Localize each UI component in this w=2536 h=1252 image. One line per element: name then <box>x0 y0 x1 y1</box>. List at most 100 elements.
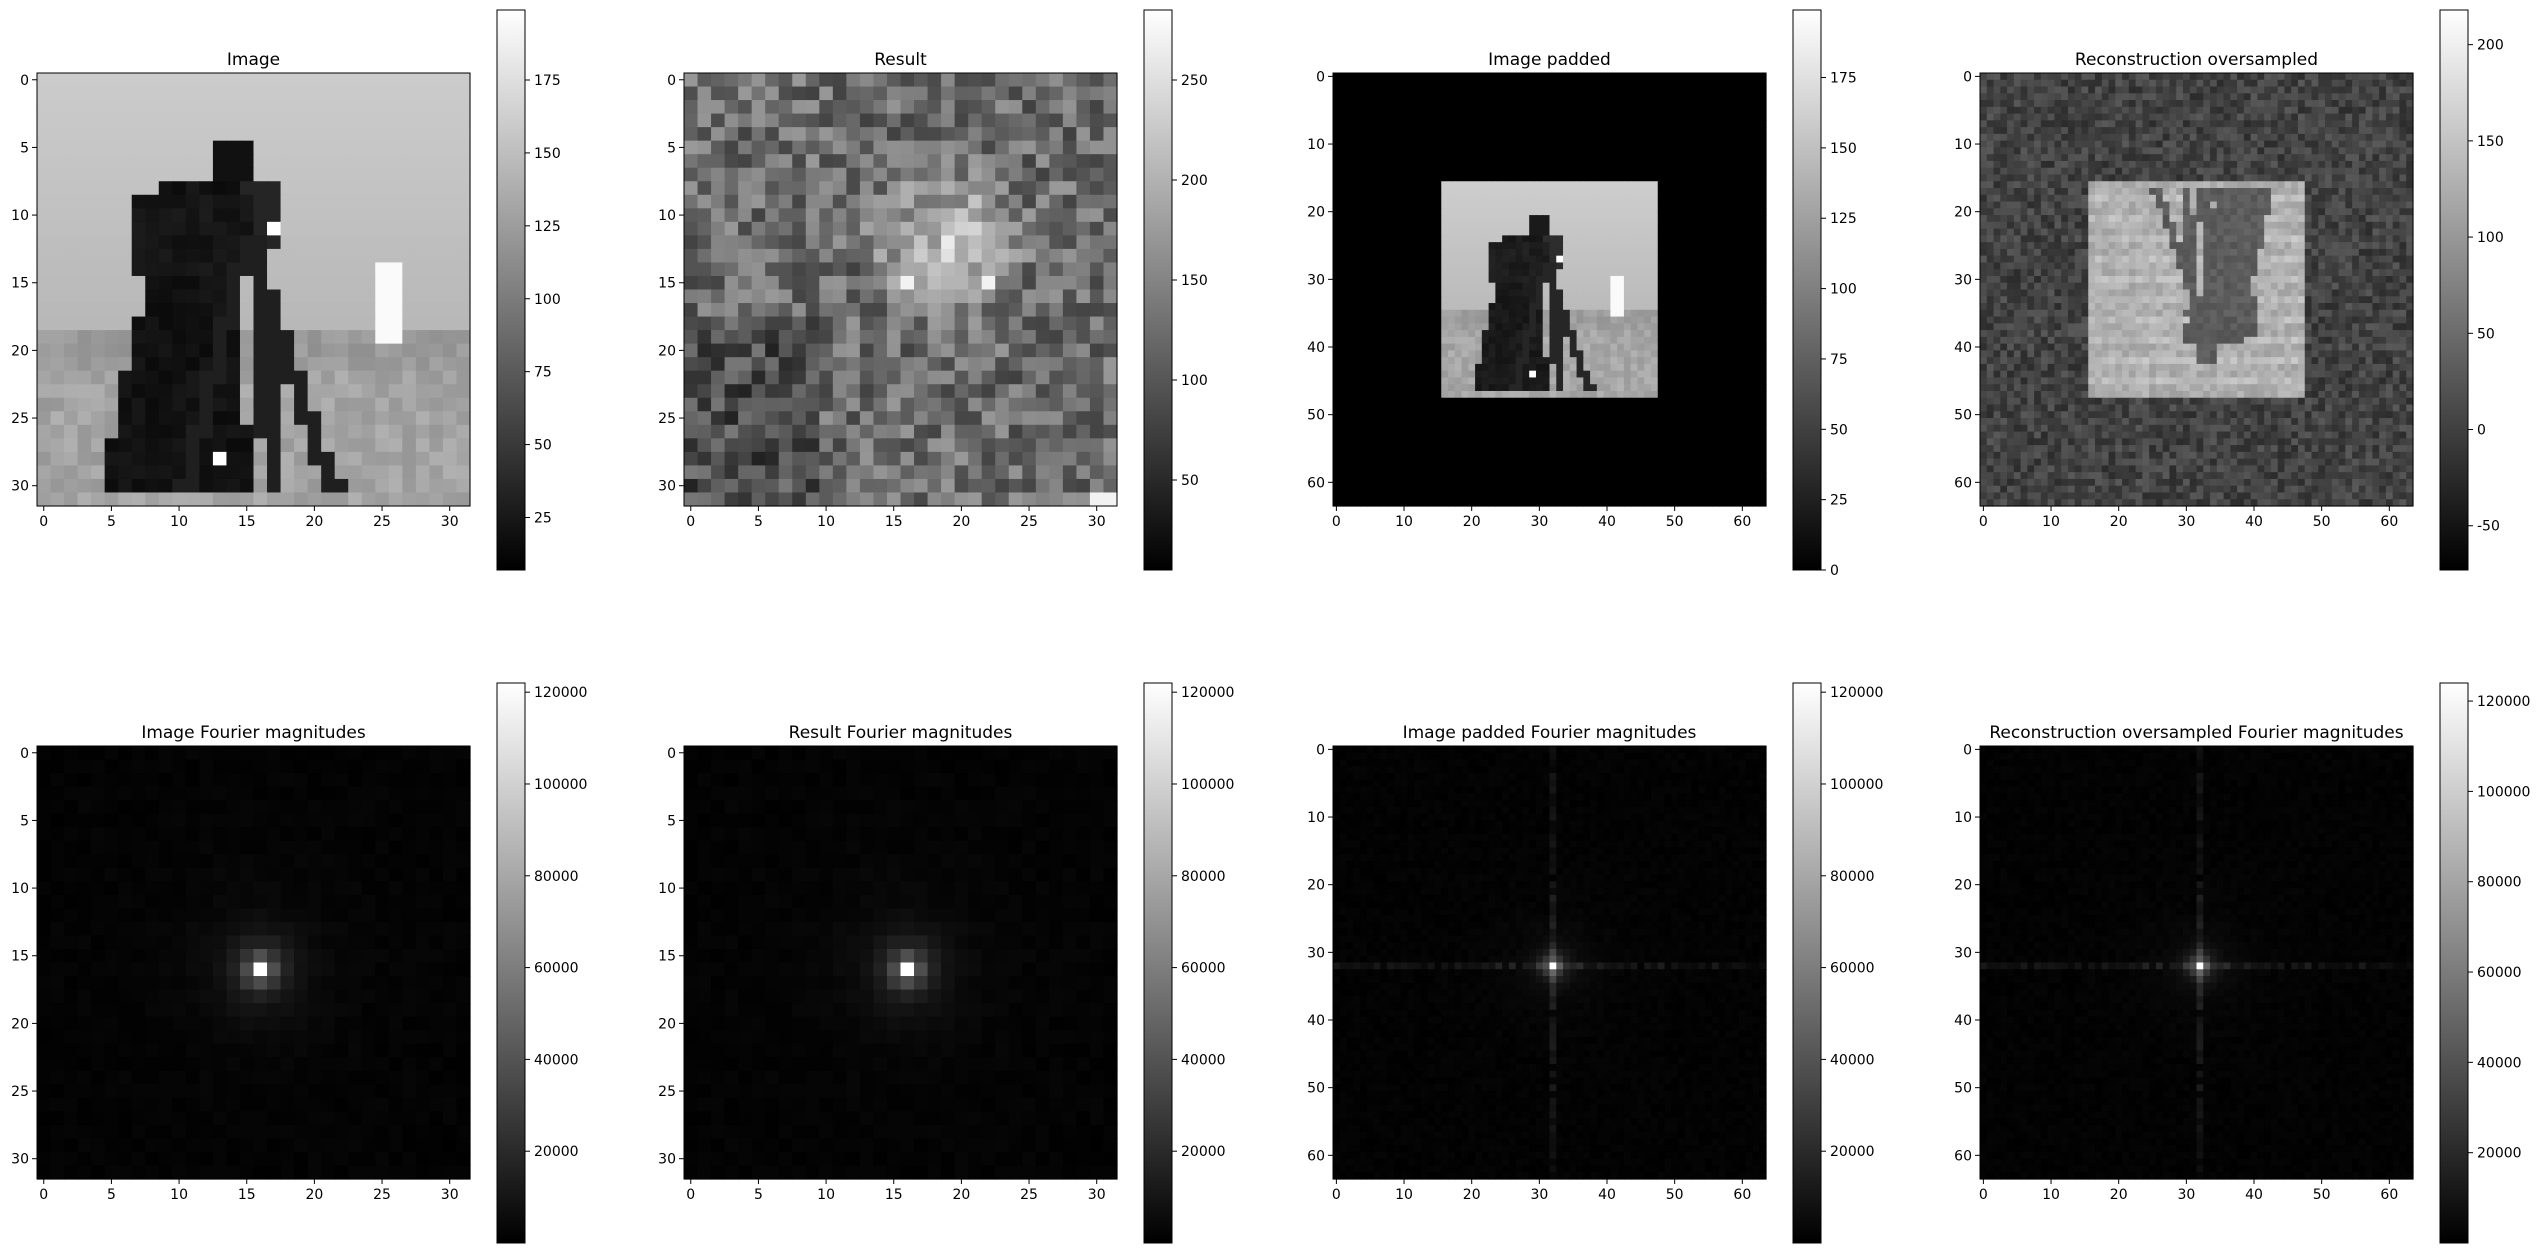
axes-frame <box>1979 72 2414 507</box>
x-tick-label: 5 <box>107 1187 116 1203</box>
x-tick-label: 40 <box>2245 1187 2263 1203</box>
x-tick-label: 30 <box>2177 1187 2195 1203</box>
x-tick-label: 10 <box>817 514 835 530</box>
y-tick-label: 5 <box>667 140 676 156</box>
x-tick-label: 20 <box>305 1187 323 1203</box>
colorbar-tick-label: 200 <box>2477 38 2504 54</box>
axes-frame <box>36 72 471 507</box>
y-tick-label: 60 <box>1954 475 1972 491</box>
heatmap-image <box>1333 746 1767 1180</box>
colorbar-tick-label: 40000 <box>1830 1052 1875 1068</box>
y-tick-label: 10 <box>1954 137 1972 153</box>
x-tick-label: 25 <box>1020 514 1038 530</box>
chart-title: Reconstruction oversampled Fourier magni… <box>1989 723 2403 743</box>
y-tick-label: 20 <box>11 343 29 359</box>
heatmap-image <box>1980 746 2414 1180</box>
heatmap-image <box>37 73 471 507</box>
colorbar-tick-label: 150 <box>1830 141 1857 157</box>
colorbar-tick-label: 175 <box>534 73 561 89</box>
colorbar-tick-label: 200 <box>1181 173 1208 189</box>
x-tick-label: 20 <box>952 1187 970 1203</box>
x-tick-label: 40 <box>1598 514 1616 530</box>
y-tick-label: 10 <box>658 208 676 224</box>
axes-frame <box>683 72 1118 507</box>
y-tick-label: 20 <box>658 1016 676 1032</box>
colorbar-tick-label: 80000 <box>2477 875 2522 891</box>
y-tick-label: 0 <box>20 73 29 89</box>
y-tick-label: 50 <box>1307 408 1325 424</box>
y-tick-label: 0 <box>1963 742 1972 758</box>
colorbar <box>2439 682 2469 1244</box>
colorbar-tick-label: -50 <box>2477 519 2500 535</box>
heatmap-image <box>684 746 1118 1180</box>
y-tick-label: 60 <box>1307 1148 1325 1164</box>
y-tick-label: 5 <box>667 813 676 829</box>
y-tick-label: 15 <box>11 276 29 292</box>
y-tick-label: 40 <box>1307 1013 1325 1029</box>
chart-title: Result <box>874 50 927 70</box>
heatmap-image <box>1980 73 2414 507</box>
y-tick-label: 10 <box>1307 810 1325 826</box>
y-tick-label: 0 <box>1316 69 1325 85</box>
x-tick-label: 25 <box>373 514 391 530</box>
colorbar <box>496 9 526 571</box>
colorbar <box>1143 9 1173 571</box>
colorbar-tick-label: 60000 <box>1181 961 1226 977</box>
colorbar-tick-label: 120000 <box>1181 685 1234 701</box>
x-tick-label: 25 <box>373 1187 391 1203</box>
x-tick-label: 15 <box>885 1187 903 1203</box>
x-tick-label: 50 <box>1666 1187 1684 1203</box>
y-tick-label: 60 <box>1954 1148 1972 1164</box>
x-tick-label: 0 <box>39 514 48 530</box>
x-tick-label: 0 <box>1979 514 1988 530</box>
x-tick-label: 60 <box>2380 514 2398 530</box>
colorbar-tick-label: 100 <box>1830 282 1857 298</box>
colorbar-tick-label: 60000 <box>1830 961 1875 977</box>
y-tick-label: 10 <box>1307 137 1325 153</box>
x-tick-label: 40 <box>2245 514 2263 530</box>
colorbar-tick-label: 100 <box>1181 373 1208 389</box>
x-tick-label: 20 <box>305 514 323 530</box>
y-tick-label: 30 <box>11 1152 29 1168</box>
y-tick-label: 10 <box>658 881 676 897</box>
x-tick-label: 50 <box>2313 514 2331 530</box>
y-tick-label: 40 <box>1954 340 1972 356</box>
colorbar-tick-label: 40000 <box>2477 1055 2522 1071</box>
colorbar-tick-label: 100000 <box>2477 784 2530 800</box>
heatmap-image <box>684 73 1118 507</box>
colorbar-tick-label: 50 <box>1181 473 1199 489</box>
x-tick-label: 20 <box>2110 1187 2128 1203</box>
y-tick-label: 0 <box>1963 69 1972 85</box>
axes-frame <box>1332 72 1767 507</box>
x-tick-label: 5 <box>107 514 116 530</box>
colorbar-tick-label: 100 <box>534 292 561 308</box>
y-tick-label: 20 <box>1307 878 1325 894</box>
colorbar-tick-label: 100000 <box>1181 777 1234 793</box>
colorbar <box>2439 9 2469 571</box>
heatmap-image <box>37 746 471 1180</box>
y-tick-label: 30 <box>658 1152 676 1168</box>
y-tick-label: 25 <box>11 1084 29 1100</box>
y-tick-label: 0 <box>1316 742 1325 758</box>
y-tick-label: 0 <box>20 746 29 762</box>
chart-panel: Image 0 5 10 15 20 25 30 0 5 10 15 20 25 30 25 50 75 100 12… <box>11 9 561 571</box>
x-tick-label: 10 <box>817 1187 835 1203</box>
y-tick-label: 10 <box>11 208 29 224</box>
y-tick-label: 30 <box>658 479 676 495</box>
y-tick-label: 5 <box>20 140 29 156</box>
colorbar-tick-label: 100 <box>2477 230 2504 246</box>
x-tick-label: 40 <box>1598 1187 1616 1203</box>
colorbar-tick-label: 120000 <box>1830 685 1883 701</box>
colorbar-tick-label: 40000 <box>1181 1052 1226 1068</box>
y-tick-label: 30 <box>1307 945 1325 961</box>
colorbar-tick-label: 25 <box>1830 493 1848 509</box>
y-tick-label: 40 <box>1307 340 1325 356</box>
colorbar-tick-label: 75 <box>534 365 552 381</box>
x-tick-label: 10 <box>170 514 188 530</box>
colorbar-tick-label: 150 <box>1181 273 1208 289</box>
x-tick-label: 5 <box>754 1187 763 1203</box>
chart-panel: Image padded 0 10 20 30 40 50 60 0 10 20 30 40 50 60 0 2… <box>1307 9 1857 579</box>
y-tick-label: 10 <box>1954 810 1972 826</box>
x-tick-label: 10 <box>170 1187 188 1203</box>
